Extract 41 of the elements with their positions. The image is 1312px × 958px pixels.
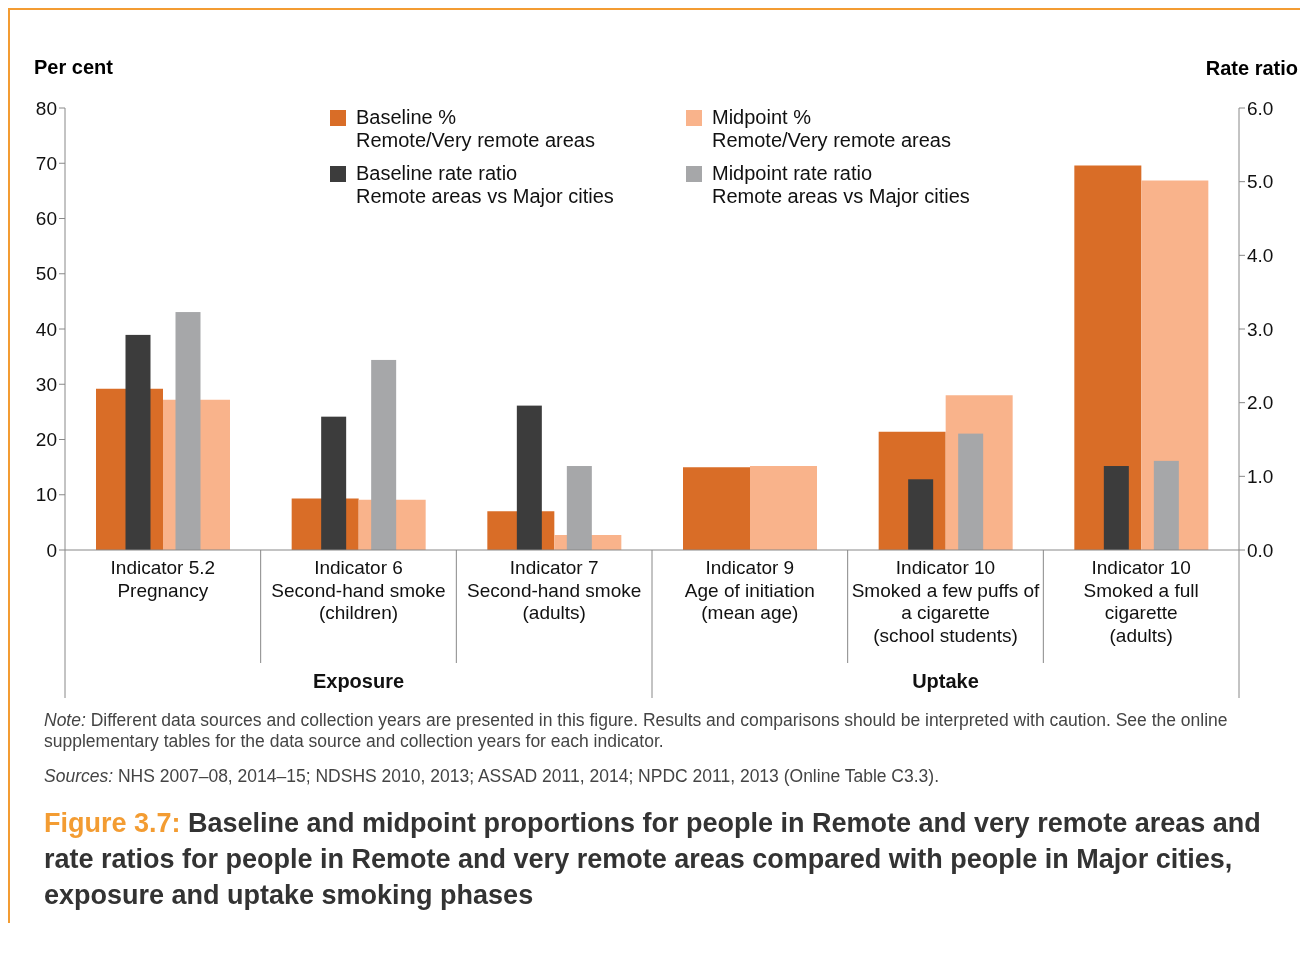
x-tick-label: Indicator 10 Smoked a few puffs of a cigarette (school students) <box>851 557 1041 646</box>
bar <box>1074 165 1142 550</box>
bar <box>1141 180 1209 550</box>
bar <box>1103 466 1129 550</box>
text: Figure 3.7: Baseline and midpoint proportions for people in Remote and very remote areas and rate ratios for people in Remote and very remote areas compared with people in Major cities, exposure and uptake smoking phases <box>43 807 1262 912</box>
legend-label: Baseline % Remote/Very remote areas <box>356 106 595 152</box>
y2-tick-label: 2.0 <box>1247 392 1274 414</box>
legend-label: Baseline rate ratio Remote areas vs Major cities <box>356 162 614 208</box>
legend-label: Midpoint rate ratio Remote areas vs Major cities <box>712 162 970 208</box>
legend-label: Midpoint % Remote/Very remote areas <box>712 106 951 152</box>
x-tick-label: Indicator 5.2 Pregnancy <box>110 557 216 601</box>
y2-tick-label: 5.0 <box>1247 171 1274 193</box>
y-tick-label: 10 <box>35 484 57 506</box>
x-tick-label: Indicator 7 Second-hand smoke (adults) <box>467 557 642 623</box>
x-tick-label: Indicator 9 Age of initiation (mean age) <box>684 557 815 623</box>
y-tick-label: 50 <box>35 263 57 285</box>
text: Exposure <box>312 670 405 692</box>
y2-axis-title: Rate ratio <box>1205 57 1298 80</box>
y-tick-label: 70 <box>35 152 57 174</box>
bar <box>1153 460 1179 550</box>
text: Note: Different data sources and collection years are presented in this figure. Results and comparisons should be interpreted with caution. See the online supplementary tables for the data source and collection years for each indicator. <box>44 710 1229 752</box>
bar <box>908 479 934 550</box>
y-tick-label: 80 <box>35 97 57 119</box>
bar <box>683 467 750 550</box>
text: Uptake <box>912 670 979 692</box>
y-tick-label: 30 <box>35 373 57 395</box>
y-axis-title: Per cent <box>34 56 113 79</box>
y2-tick-label: 1.0 <box>1247 466 1274 488</box>
x-tick-label: Indicator 6 Second-hand smoke (children) <box>271 557 446 623</box>
y2-tick-label: 0.0 <box>1247 539 1274 561</box>
y-tick-label: 0 <box>46 539 57 561</box>
y-tick-label: 60 <box>35 208 57 230</box>
y2-tick-label: 4.0 <box>1247 245 1274 267</box>
y-tick-label: 20 <box>35 429 57 451</box>
bar <box>750 466 817 550</box>
x-tick-label: Indicator 10 Smoked a full cigarette (adults) <box>1083 557 1199 646</box>
y-tick-label: 40 <box>35 318 57 340</box>
source-note: Sources: NHS 2007–08, 2014–15; NDSHS 2010, 2013; ASSAD 2011, 2014; NPDC 2011, 2013 (Online Table C3.3). <box>44 766 940 787</box>
bar <box>958 433 984 550</box>
y2-tick-label: 3.0 <box>1247 318 1274 340</box>
y2-tick-label: 6.0 <box>1247 97 1274 119</box>
